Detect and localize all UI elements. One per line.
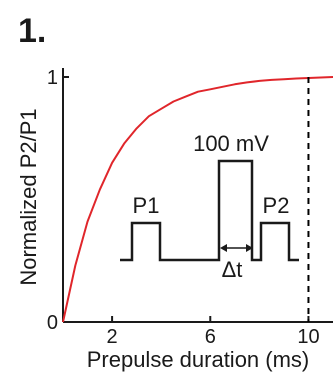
- axes: [62, 68, 333, 323]
- x-tick-label: 2: [107, 326, 118, 348]
- p1-label: P1: [133, 193, 160, 218]
- x-tick-label: 6: [205, 326, 216, 348]
- y-tick-label: 0: [47, 312, 58, 334]
- voltage-protocol-inset: P1 P2 100 mV Δt: [120, 131, 299, 282]
- y-axis-title: Normalized P2/P1: [16, 108, 41, 285]
- delta-t-label: Δt: [222, 257, 243, 282]
- panel-label: 1.: [18, 12, 46, 50]
- delta-t-arrowhead-left: [220, 244, 227, 252]
- pulse-amplitude-label: 100 mV: [193, 131, 269, 156]
- p2-label: P2: [263, 193, 290, 218]
- x-tick-label: 10: [297, 326, 319, 348]
- delta-t-arrowhead-right: [246, 244, 253, 252]
- series-line: [62, 76, 333, 323]
- y-tick-label: 1: [47, 67, 58, 89]
- protocol-trace: [120, 159, 299, 262]
- data-series: [62, 76, 333, 323]
- x-axis-title: Prepulse duration (ms): [87, 347, 310, 372]
